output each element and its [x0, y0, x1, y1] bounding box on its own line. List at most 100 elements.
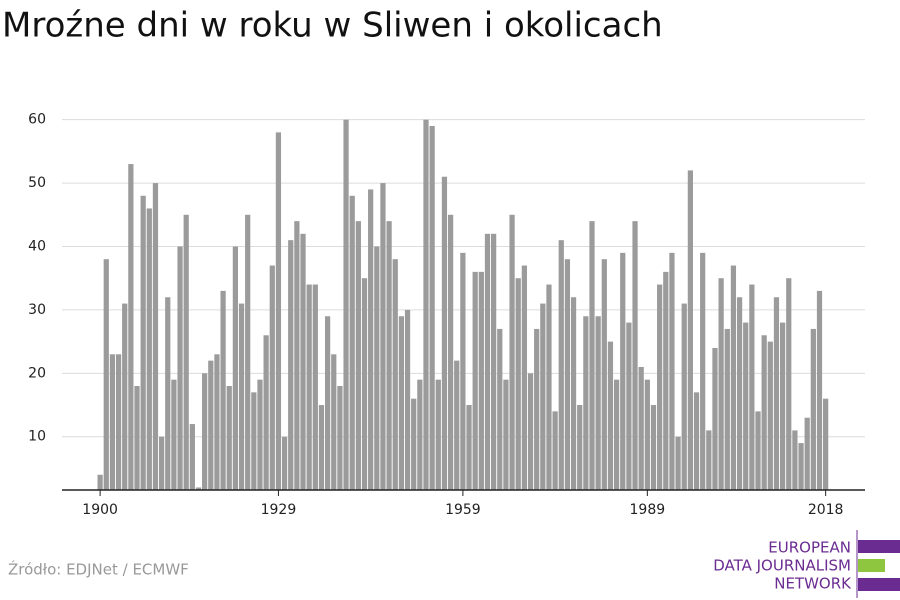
bar — [146, 208, 152, 490]
bar — [423, 119, 429, 490]
bar — [620, 252, 626, 490]
bar — [552, 411, 558, 490]
bar — [816, 290, 823, 490]
y-tick-label: 60 — [28, 112, 46, 128]
bar — [128, 164, 134, 491]
bar — [626, 322, 632, 490]
bar — [368, 189, 374, 490]
bar — [657, 284, 663, 490]
bar — [177, 246, 183, 490]
bar — [115, 354, 122, 490]
bar — [417, 379, 423, 490]
bar — [804, 417, 810, 490]
bar — [245, 214, 251, 490]
bar — [306, 284, 312, 490]
bar — [140, 195, 146, 490]
logo: EUROPEAN DATA JOURNALISM NETWORK — [713, 530, 900, 598]
y-tick-label: 30 — [28, 302, 46, 318]
bar — [687, 170, 693, 491]
bar — [527, 373, 534, 490]
bar — [392, 259, 398, 490]
bar — [343, 119, 349, 490]
bar — [158, 436, 165, 490]
bar — [540, 303, 546, 490]
bar — [134, 386, 140, 490]
bar — [202, 373, 208, 490]
x-tick-label: 1989 — [630, 502, 666, 518]
bar — [509, 214, 515, 490]
y-tick-label: 50 — [28, 175, 46, 191]
bar — [515, 278, 521, 490]
bar — [251, 392, 257, 490]
bar — [773, 297, 780, 490]
bar — [632, 221, 638, 490]
logo-text: EUROPEAN — [768, 539, 851, 557]
bar — [269, 265, 275, 490]
bar — [337, 386, 343, 490]
bar — [386, 221, 392, 490]
bar — [460, 252, 466, 490]
bar — [312, 284, 318, 490]
bar — [183, 214, 189, 490]
bar — [644, 379, 650, 490]
bar — [712, 347, 718, 490]
bar — [669, 252, 675, 490]
bar — [767, 341, 773, 490]
bar — [103, 259, 109, 490]
bar — [288, 240, 294, 490]
bar — [275, 132, 282, 490]
bar — [441, 176, 448, 491]
bar — [534, 328, 540, 490]
bar — [583, 316, 589, 490]
bar — [318, 405, 325, 490]
bar — [700, 252, 706, 490]
bar — [411, 398, 417, 490]
y-tick-label: 20 — [28, 365, 46, 381]
bar — [743, 322, 749, 490]
bar — [810, 328, 816, 490]
bar — [220, 290, 226, 490]
bar — [736, 297, 743, 490]
bar — [638, 366, 644, 490]
bar — [189, 424, 195, 490]
bar — [650, 405, 657, 490]
bar — [454, 360, 460, 490]
bar — [349, 195, 355, 490]
bar — [491, 233, 497, 490]
bar — [570, 297, 577, 490]
bar — [558, 240, 564, 490]
x-tick-label: 1959 — [445, 502, 481, 518]
bar — [257, 379, 263, 490]
x-tick-label: 2018 — [808, 502, 844, 518]
bar — [497, 328, 503, 490]
x-tick-label: 1929 — [261, 502, 297, 518]
bar — [798, 443, 804, 490]
logo-text: DATA JOURNALISM — [713, 557, 851, 575]
bar — [730, 265, 737, 490]
bar — [823, 398, 829, 490]
bar — [300, 233, 306, 490]
bar — [208, 360, 214, 490]
bar — [693, 392, 700, 490]
bar — [232, 246, 239, 490]
bar — [281, 436, 288, 490]
y-tick-label: 10 — [28, 429, 46, 445]
bar — [398, 316, 405, 490]
source: Źródło: EDJNet / ECMWF — [8, 560, 189, 579]
bar — [472, 271, 478, 490]
bar — [429, 126, 435, 490]
logo-bar — [858, 540, 900, 553]
bar — [595, 316, 601, 490]
bar — [122, 303, 128, 490]
bar — [404, 309, 411, 490]
bar — [152, 183, 159, 490]
bar — [97, 474, 103, 490]
bar — [355, 221, 361, 490]
bar — [331, 354, 337, 490]
logo-bar — [858, 578, 900, 591]
bar — [792, 430, 798, 490]
bar — [724, 328, 730, 490]
bar — [613, 379, 620, 490]
bar — [238, 303, 245, 490]
